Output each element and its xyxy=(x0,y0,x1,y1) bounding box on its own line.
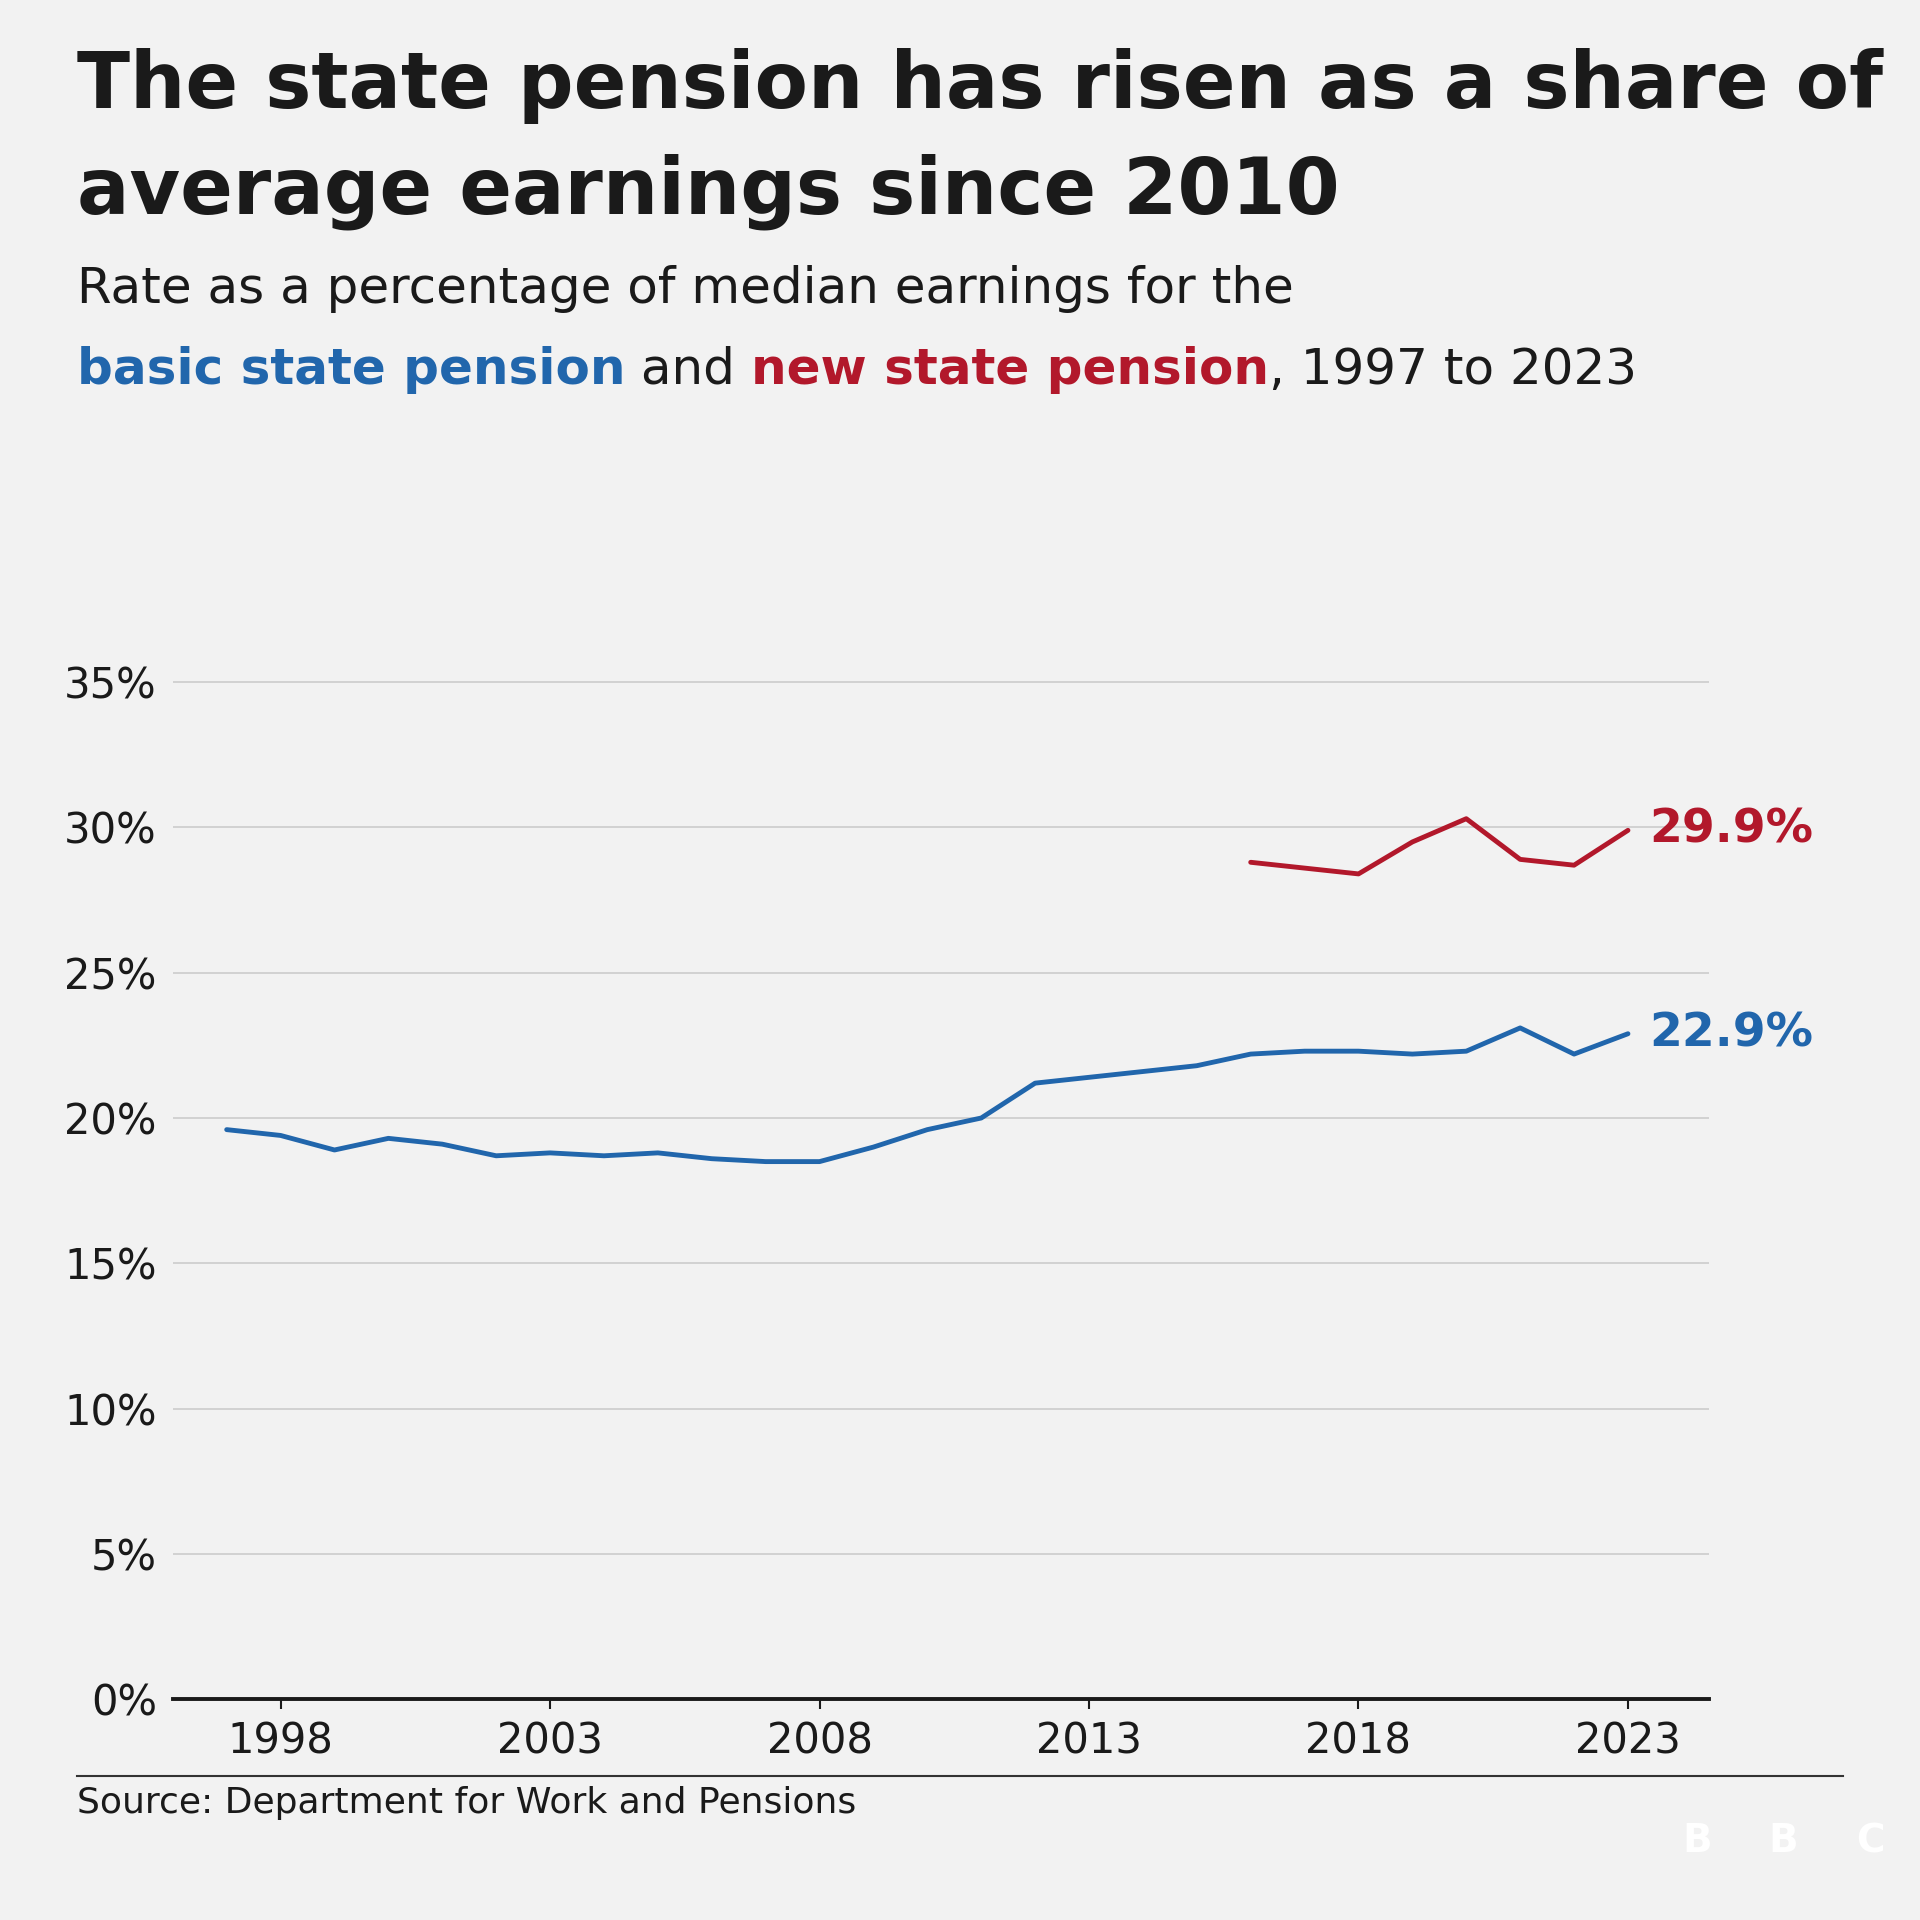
Text: Rate as a percentage of median earnings for the: Rate as a percentage of median earnings … xyxy=(77,265,1294,313)
Text: , 1997 to 2023: , 1997 to 2023 xyxy=(1269,346,1638,394)
Text: B: B xyxy=(1768,1822,1799,1860)
Text: C: C xyxy=(1857,1822,1884,1860)
Text: 29.9%: 29.9% xyxy=(1649,808,1814,852)
Text: basic state pension: basic state pension xyxy=(77,346,626,394)
Text: Source: Department for Work and Pensions: Source: Department for Work and Pensions xyxy=(77,1786,856,1820)
Text: average earnings since 2010: average earnings since 2010 xyxy=(77,154,1340,230)
Text: 22.9%: 22.9% xyxy=(1649,1012,1814,1056)
Text: The state pension has risen as a share of: The state pension has risen as a share o… xyxy=(77,48,1884,125)
Text: B: B xyxy=(1682,1822,1713,1860)
Text: new state pension: new state pension xyxy=(751,346,1269,394)
Text: and: and xyxy=(626,346,751,394)
